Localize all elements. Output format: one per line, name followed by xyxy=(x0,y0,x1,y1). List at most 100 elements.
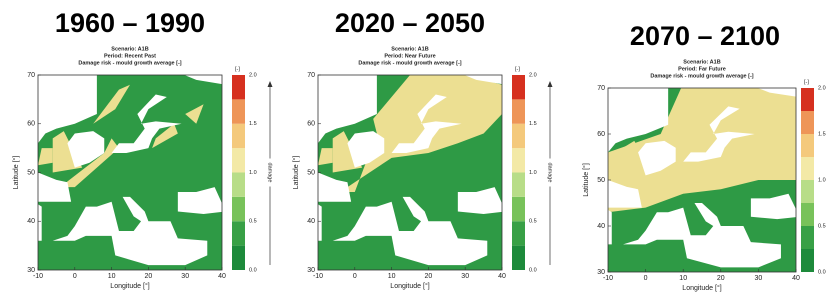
sea xyxy=(318,204,322,241)
colorbar-unit: [-] xyxy=(515,66,520,72)
map-area xyxy=(608,81,800,272)
y-tick-label: 40 xyxy=(597,223,605,230)
colorbar-band xyxy=(232,124,245,148)
colorbar-band xyxy=(801,203,814,226)
colorbar-tick-label: 1.5 xyxy=(529,121,537,127)
x-axis-label: Longitude [°] xyxy=(110,282,149,290)
colorbar-tick-label: 0.5 xyxy=(529,219,537,225)
colorbar-tick-label: 1.5 xyxy=(818,131,826,137)
y-tick-label: 70 xyxy=(27,72,35,79)
colorbar-band xyxy=(232,173,245,197)
panel-title: 2020 – 2050 xyxy=(335,8,485,38)
arrow-head xyxy=(548,81,553,87)
colorbar-tick-label: 2.0 xyxy=(529,72,537,78)
period: Period: Recent Past xyxy=(104,53,156,59)
x-tick-label: 30 xyxy=(755,275,763,282)
x-tick-label: 10 xyxy=(388,273,396,280)
y-tick-label: 50 xyxy=(597,177,605,184)
colorbar-band xyxy=(232,148,245,172)
colorbar-tick-label: 2.0 xyxy=(249,72,257,78)
x-tick-label: 40 xyxy=(792,275,800,282)
x-tick-label: 20 xyxy=(717,275,725,282)
scenario: Scenario: A1B xyxy=(683,59,720,65)
colorbar-band xyxy=(512,75,525,99)
colorbar-unit: [-] xyxy=(804,79,809,85)
y-tick-label: 30 xyxy=(307,267,315,274)
y-tick-label: 40 xyxy=(27,218,35,225)
colorbar-tick-label: 2.0 xyxy=(818,85,826,91)
map-panel: 2070 – 2100 Scenario: A1BPeriod: Far Futu… xyxy=(582,21,826,292)
map-subtitle: Damage risk - mould growth average [-] xyxy=(650,73,753,79)
y-tick-label: 30 xyxy=(27,267,35,274)
colorbar-band xyxy=(232,99,245,123)
y-axis-label: Latitude [°] xyxy=(582,163,590,197)
colorbar-band xyxy=(801,157,814,180)
y-tick-label: 70 xyxy=(307,72,315,79)
map-subtitle: Damage risk - mould growth average [-] xyxy=(78,60,181,66)
colorbar-band xyxy=(801,88,814,111)
y-tick-label: 50 xyxy=(27,169,35,176)
x-tick-label: 0 xyxy=(353,273,357,280)
colorbar-tick-label: 1.0 xyxy=(249,170,257,176)
x-tick-label: 30 xyxy=(461,273,469,280)
colorbar-band xyxy=(801,180,814,203)
arrow-label: damage xyxy=(267,163,273,183)
scenario: Scenario: A1B xyxy=(111,46,148,52)
colorbar-band xyxy=(512,148,525,172)
sea xyxy=(38,204,42,241)
y-tick-label: 30 xyxy=(597,269,605,276)
colorbar-tick-label: 0.5 xyxy=(818,223,826,229)
map-area xyxy=(38,68,226,270)
colorbar-tick-label: 1.5 xyxy=(249,121,257,127)
colorbar-band xyxy=(512,197,525,221)
y-tick-label: 60 xyxy=(27,121,35,128)
colorbar-band xyxy=(232,75,245,99)
y-tick-label: 50 xyxy=(307,169,315,176)
y-tick-label: 70 xyxy=(597,85,605,92)
colorbar-band xyxy=(232,197,245,221)
y-tick-label: 60 xyxy=(307,121,315,128)
colorbar-band xyxy=(512,221,525,245)
x-axis-label: Longitude [°] xyxy=(682,284,721,292)
x-tick-label: 20 xyxy=(145,273,153,280)
panel-title: 2070 – 2100 xyxy=(630,21,780,51)
period: Period: Near Future xyxy=(384,53,435,59)
colorbar-band xyxy=(232,221,245,245)
figure: 1960 – 1990Scenario: A1BPeriod: Recent P… xyxy=(0,0,837,296)
colorbar-tick-label: 0.0 xyxy=(529,267,537,273)
colorbar-tick-label: 0.0 xyxy=(818,269,826,275)
x-tick-label: -10 xyxy=(33,273,43,280)
y-tick-label: 40 xyxy=(307,218,315,225)
x-tick-label: 0 xyxy=(73,273,77,280)
y-tick-label: 60 xyxy=(597,131,605,138)
colorbar-tick-label: 1.0 xyxy=(818,177,826,183)
x-axis-label: Longitude [°] xyxy=(390,282,429,290)
scenario: Scenario: A1B xyxy=(391,46,428,52)
arrow-head xyxy=(268,81,273,87)
colorbar-band xyxy=(801,111,814,134)
colorbar-tick-label: 1.0 xyxy=(529,170,537,176)
x-tick-label: 40 xyxy=(218,273,226,280)
x-tick-label: 40 xyxy=(498,273,506,280)
colorbar-band xyxy=(801,249,814,272)
panel-title: 1960 – 1990 xyxy=(55,8,205,38)
map-subtitle: Damage risk - mould growth average [-] xyxy=(358,60,461,66)
colorbar-band xyxy=(801,226,814,249)
map-area xyxy=(318,68,506,270)
x-tick-label: 10 xyxy=(679,275,687,282)
colorbar-unit: [-] xyxy=(235,66,240,72)
y-axis-label: Latitude [°] xyxy=(292,156,300,190)
colorbar-band xyxy=(512,124,525,148)
colorbar-band xyxy=(512,246,525,270)
x-tick-label: 10 xyxy=(108,273,116,280)
period: Period: Far Future xyxy=(678,66,726,72)
colorbar-band xyxy=(801,134,814,157)
colorbar-tick-label: 0.5 xyxy=(249,219,257,225)
x-tick-label: -10 xyxy=(313,273,323,280)
arrow-label: damage xyxy=(547,163,553,183)
x-tick-label: 0 xyxy=(644,275,648,282)
x-tick-label: 20 xyxy=(425,273,433,280)
colorbar-tick-label: 0.0 xyxy=(249,267,257,273)
